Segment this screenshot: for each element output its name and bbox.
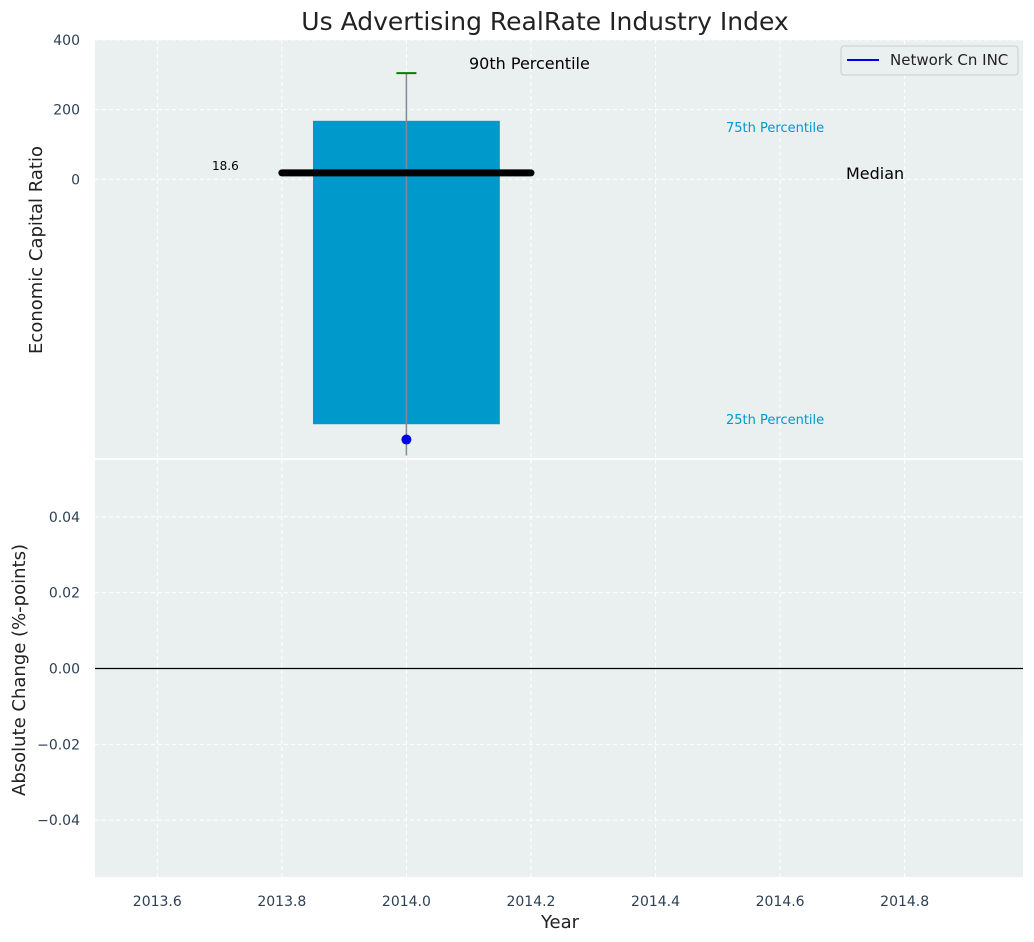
x-axis-label: Year [540,912,580,933]
bottom-y-tick-label: 0.04 [49,510,80,526]
x-tick-label: 2014.6 [756,894,805,910]
bottom-y-tick-label: −0.04 [37,813,80,829]
bottom-y-tick-label: −0.02 [37,737,80,753]
top-y-tick-label: 400 [53,33,80,49]
bottom-y-tick-label: 0.00 [49,662,80,678]
x-tick-label: 2013.6 [133,894,182,910]
top-y-tick-label: 200 [53,103,80,119]
top-y-tick-label: 0 [71,172,80,188]
x-tick-label: 2014.0 [382,894,431,910]
top-panel-background [95,40,1023,458]
x-tick-label: 2013.8 [257,894,306,910]
legend-entry: Network Cn INC [890,51,1008,69]
p25-annotation: 25th Percentile [726,413,824,428]
median-value-label: 18.6 [212,159,239,173]
tick-labels: 0 200 400 0.04 0.02 0.00 −0.02 −0.04 2013.6 2013.… [37,33,929,910]
p90-annotation: 90th Percentile [469,54,590,73]
x-tick-label: 2014.8 [880,894,929,910]
x-tick-label: 2014.2 [506,894,555,910]
bottom-y-tick-label: 0.02 [49,586,80,602]
bottom-y-axis-label: Absolute Change (%-points) [9,544,30,796]
x-tick-label: 2014.4 [631,894,680,910]
top-marks [278,72,535,456]
top-y-axis-label: Economic Capital Ratio [26,146,47,354]
top-grid [95,39,1023,458]
legend-box [840,45,1019,76]
chart-title: Us Advertising RealRate Industry Index [301,7,788,36]
p75-annotation: 75th Percentile [726,121,824,136]
median-annotation: Median [846,164,904,183]
legend: Network Cn INC [840,45,1019,76]
company-point [401,434,412,445]
